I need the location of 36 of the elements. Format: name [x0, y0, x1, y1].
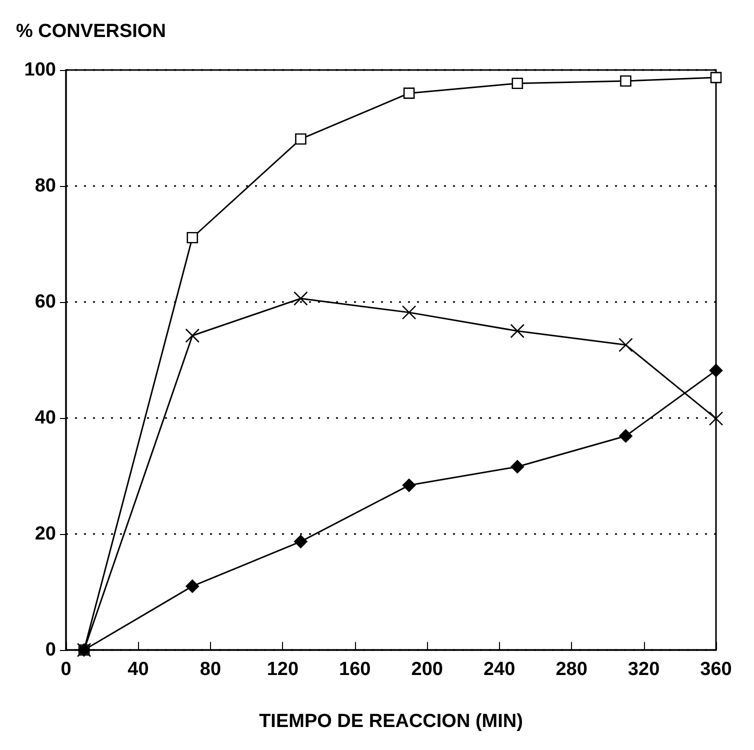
x-tick-label: 0 — [60, 659, 72, 680]
point — [294, 534, 308, 548]
point — [186, 580, 200, 593]
x-axis-title: TIEMPO DE REACCION (MIN) — [259, 711, 523, 732]
x-tick-label: 360 — [700, 659, 732, 680]
x-tick-label: 320 — [628, 659, 660, 680]
point — [402, 478, 416, 492]
point — [708, 411, 724, 426]
point — [618, 338, 633, 352]
y-tick-label: 60 — [34, 292, 56, 312]
x-tick-label: 40 — [128, 659, 149, 680]
point — [620, 75, 632, 87]
point — [512, 78, 524, 89]
y-tick-label: 80 — [34, 176, 56, 196]
y-tick-label: 20 — [34, 524, 56, 544]
y-tick-label: 0 — [45, 640, 56, 660]
point — [402, 305, 416, 320]
point — [619, 429, 632, 443]
point — [510, 460, 524, 474]
point — [710, 72, 722, 84]
point — [709, 364, 723, 378]
x-tick-label: 240 — [483, 659, 516, 680]
point — [510, 324, 525, 338]
point — [294, 291, 308, 306]
point — [403, 88, 415, 99]
x-tick-label: 80 — [200, 659, 222, 680]
x-tick-label: 200 — [411, 659, 443, 680]
point — [186, 232, 198, 244]
point — [295, 133, 306, 145]
y-tick-label: 40 — [34, 408, 56, 428]
x-tick-label: 120 — [266, 659, 299, 680]
y-axis-title: % CONVERSION — [16, 21, 166, 42]
y-tick-label: 100 — [24, 60, 56, 80]
point — [185, 328, 200, 343]
x-tick-label: 280 — [556, 659, 588, 680]
x-tick-label: 160 — [339, 659, 371, 680]
